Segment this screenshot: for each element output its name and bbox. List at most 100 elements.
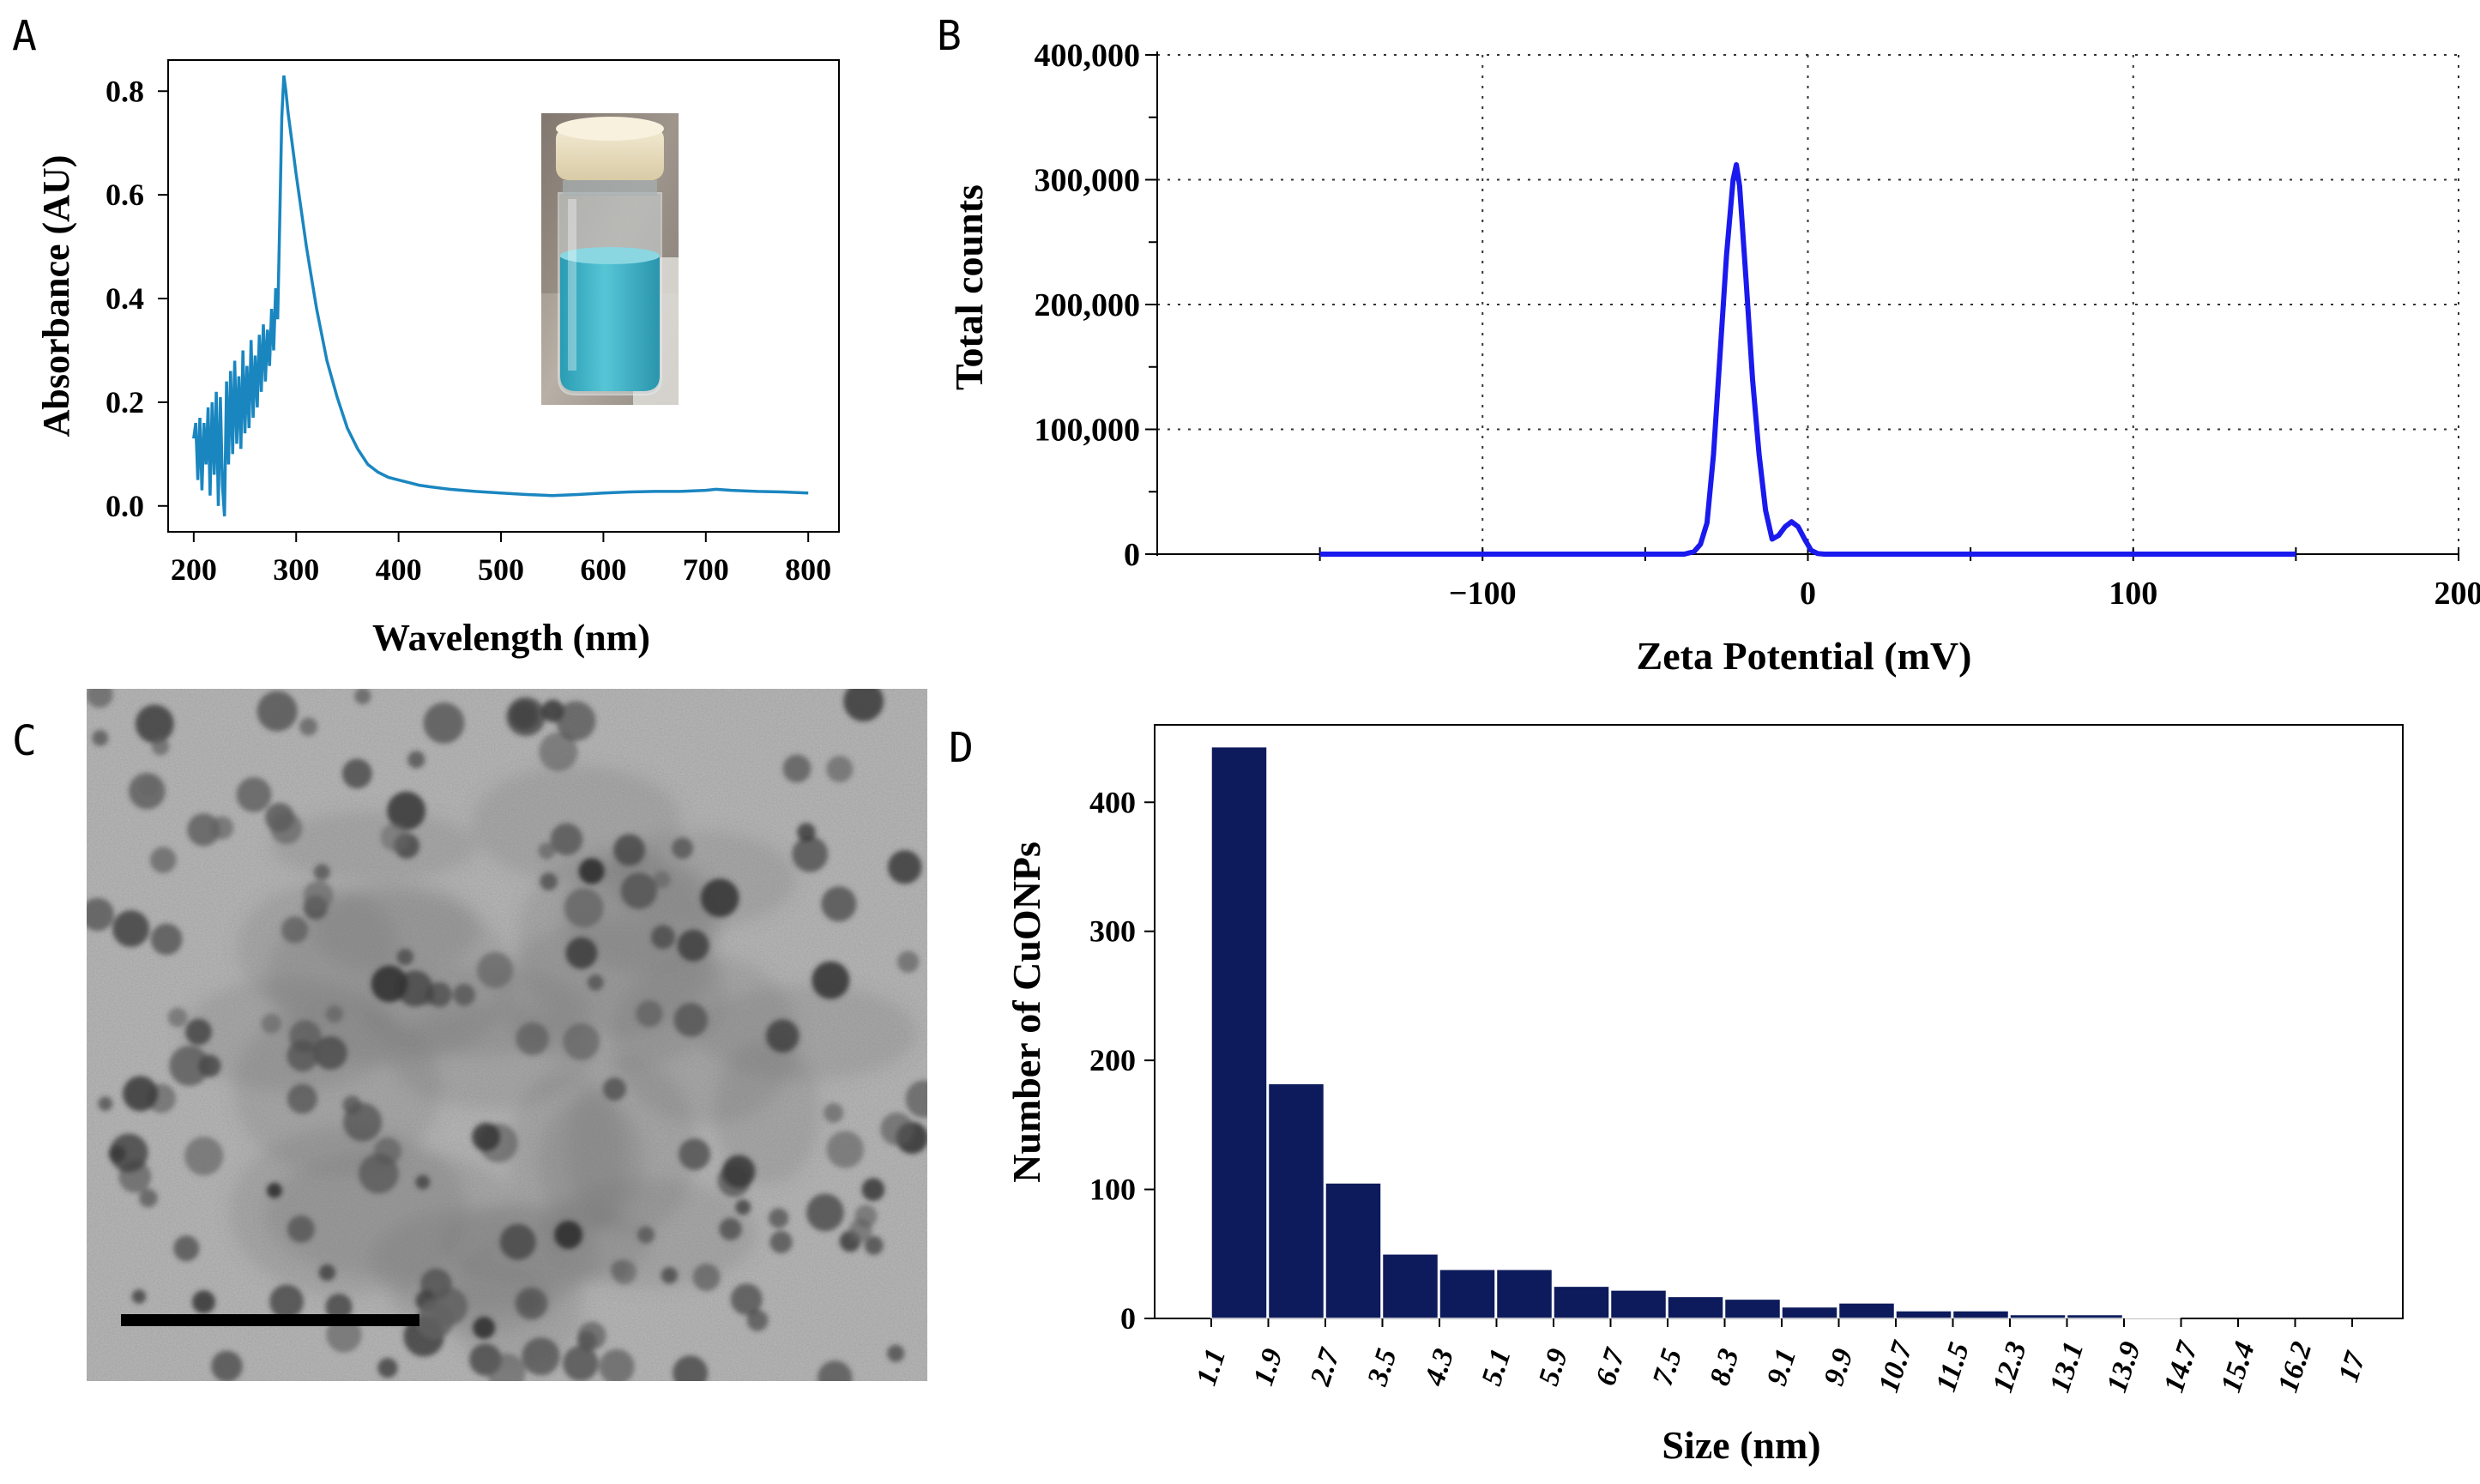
uv-x-tick-label: 600 [580, 552, 626, 587]
tem-nanoparticle [887, 1344, 905, 1362]
tem-nanoparticle [415, 1174, 431, 1190]
tem-nanoparticle [453, 983, 475, 1006]
histogram-x-tick-label: 1.1 [1191, 1345, 1232, 1390]
tem-nanoparticle [556, 701, 596, 741]
tem-nanoparticle [692, 1264, 721, 1292]
tem-nanoparticle [354, 689, 371, 705]
tem-nanoparticle [473, 1316, 496, 1339]
tem-nanoparticle [288, 1020, 322, 1053]
tem-nanoparticle [150, 923, 183, 956]
tem-nanoparticle [167, 1007, 188, 1028]
tem-nanoparticle [265, 802, 295, 833]
tem-nanoparticle [131, 1289, 147, 1304]
uv-y-tick-label: 0.8 [106, 74, 144, 108]
tem-nanoparticle [826, 1131, 864, 1168]
tem-nanoparticle [92, 729, 109, 746]
histogram-bar [1381, 1253, 1439, 1319]
tem-nanoparticle [673, 1003, 709, 1037]
histogram-x-tick-label: 1.9 [1247, 1345, 1288, 1390]
zeta-y-tick-label: 100,000 [1035, 413, 1141, 449]
tem-nanoparticle [477, 951, 514, 988]
tem-nanoparticle [417, 1301, 454, 1339]
tem-nanoparticle [746, 1309, 769, 1331]
tem-nanoparticle [173, 1235, 200, 1262]
tem-nanoparticle [599, 1348, 635, 1381]
size-distribution-histogram: 1.1 1.9 2.7 3.5 4.3 5.1 5.9 6.7 7.5 8.3 9.1 9.9 10.7… [1005, 724, 2404, 1467]
histogram-x-tick-label: 11.5 [1930, 1339, 1976, 1396]
tem-nanoparticle [538, 842, 556, 860]
tem-nanoparticle [98, 1096, 113, 1112]
tem-nanoparticle [287, 1083, 317, 1114]
tem-nanoparticle [318, 1264, 336, 1282]
tem-haze [311, 881, 479, 976]
tem-nanoparticle [169, 1046, 210, 1086]
uv-absorbance-line [192, 75, 809, 517]
tem-nanoparticle [380, 823, 409, 852]
tem-haze [498, 919, 727, 1071]
tem-nanoparticle [613, 834, 646, 866]
tem-nanoparticle [541, 699, 564, 722]
histogram-bar [2009, 1313, 2067, 1319]
tem-nanoparticle [821, 886, 857, 922]
tem-nanoparticle [325, 1294, 353, 1321]
tem-nanoparticle [236, 777, 272, 812]
tem-nanoparticle [735, 1199, 751, 1216]
tem-nanoparticle [426, 981, 452, 1008]
panel-label-b: B [937, 12, 962, 60]
zeta-y-tick-label: 300,000 [1035, 163, 1141, 199]
tem-nanoparticle [672, 837, 693, 860]
histogram-x-axis-title: Size (nm) [1662, 1423, 1820, 1467]
histogram-x-tick-label: 2.7 [1305, 1343, 1347, 1390]
tem-nanoparticle [112, 910, 150, 948]
histogram-x-tick-label: 13.1 [2044, 1338, 2091, 1397]
tem-nanoparticle [150, 847, 177, 873]
zeta-x-axis-title: Zeta Potential (mV) [1637, 634, 1972, 678]
tem-nanoparticle [396, 949, 413, 966]
tem-nanoparticle [139, 1188, 158, 1208]
zeta-x-tick-label: −100 [1449, 576, 1517, 612]
tem-nanoparticle [550, 823, 583, 856]
histogram-x-tick-label: 6.7 [1590, 1343, 1632, 1390]
tem-nanoparticle [267, 1182, 282, 1198]
tem-haze [264, 1149, 522, 1278]
vial-liquid [560, 257, 660, 391]
tem-nanoparticle [184, 1137, 224, 1176]
zeta-distribution-line [1319, 162, 2296, 557]
panel-label-a: A [12, 12, 37, 60]
tem-nanoparticle [135, 704, 174, 744]
tem-nanoparticle [342, 1095, 362, 1115]
tem-nanoparticle [472, 1122, 501, 1152]
uv-y-tick-label: 0.4 [106, 281, 144, 316]
histogram-bar [1267, 1083, 1325, 1319]
zeta-x-tick-label: 100 [2109, 576, 2157, 612]
histogram-bar [1210, 745, 1268, 1319]
histogram-x-tick-label: 14.7 [2158, 1336, 2205, 1397]
tem-nanoparticle [303, 880, 334, 911]
tem-nanoparticle [540, 872, 558, 890]
tem-nanoparticle [359, 1153, 399, 1194]
tem-nanoparticle [818, 1360, 853, 1381]
histogram-x-tick-label: 8.3 [1704, 1345, 1745, 1390]
tem-nanoparticle [522, 1337, 560, 1376]
histogram-x-tick-label: 4.3 [1419, 1345, 1461, 1390]
zeta-y-tick-label: 200,000 [1035, 287, 1141, 323]
tem-nanoparticle [539, 732, 578, 772]
histogram-bar [1781, 1306, 1838, 1319]
histogram-y-tick-label: 300 [1089, 914, 1136, 949]
histogram-bar [1553, 1285, 1610, 1319]
histogram-x-tick-label: 9.1 [1761, 1345, 1802, 1390]
tem-nanoparticle [554, 1221, 583, 1249]
tem-nanoparticle [765, 1019, 800, 1053]
tem-nanoparticle [371, 965, 408, 1003]
histogram-x-tick-label: 5.9 [1533, 1345, 1574, 1390]
tem-nanoparticle [896, 950, 920, 974]
tem-nanoparticle [861, 1178, 885, 1201]
uv-y-tick-label: 0.0 [106, 489, 144, 523]
uv-x-tick-label: 500 [478, 552, 524, 587]
histogram-y-tick-label: 200 [1089, 1043, 1136, 1077]
tem-nanoparticle [563, 1023, 600, 1060]
zeta-potential-chart: −100 0 100 200 0 100,000 200,000 300,000 400,00… [947, 38, 2480, 678]
tem-nanoparticle [700, 878, 739, 918]
tem-nanoparticle [721, 1155, 756, 1189]
tem-nanoparticle [423, 703, 465, 744]
